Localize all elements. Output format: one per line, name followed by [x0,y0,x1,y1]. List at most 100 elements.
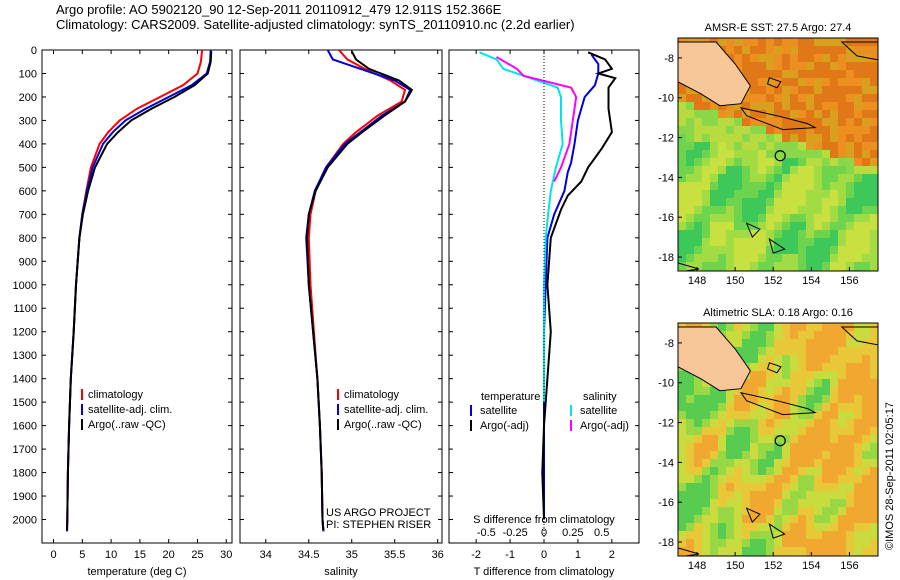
map-cell [734,451,743,460]
map-cell [822,467,831,476]
map-cell [798,419,807,428]
map-cell [766,222,775,231]
map-cell [694,403,703,412]
map-cell [766,62,775,71]
map-cell [814,118,823,127]
map-cell [678,475,687,484]
map-cell [838,347,847,356]
pi-annotation: PI: STEPHEN RISER [326,519,431,531]
map-cell [686,206,695,215]
map-cell [766,339,775,348]
map-cell [734,206,743,215]
map-cell [702,443,711,452]
map-cell [726,174,735,183]
map-cell [814,214,823,223]
map-cell [782,46,791,55]
map-cell [774,467,783,476]
map-cell [726,46,735,55]
map-cell [782,435,791,444]
map-cell [710,102,719,111]
map-cell [854,507,863,516]
map-cell [758,158,767,167]
map-cell [734,150,743,159]
map-cell [710,110,719,119]
series-line-t-argo-adj- [541,51,617,520]
map-cell [726,102,735,111]
legend-title-temperature: temperature [481,391,540,403]
map-cell [854,182,863,191]
map-cell [718,403,727,412]
map-cell [838,214,847,223]
map-cell [702,459,711,468]
map-cell [846,94,855,103]
map-cell [686,523,695,532]
map-cell [710,126,719,135]
map-cell [678,411,687,420]
map-cell [702,483,711,492]
map-cell [790,118,799,127]
map-cell [702,110,711,119]
map-cell [742,198,751,207]
map-cell [846,206,855,215]
map-cell [806,70,815,79]
map-cell [726,254,735,263]
map-cell [734,142,743,151]
map-cell [814,174,823,183]
map-cell [742,379,751,388]
map-cell [758,395,767,404]
map-cell [790,483,799,492]
map-cell [822,531,831,540]
map-y-tick-label: -12 [658,418,674,430]
map-cell [686,379,695,388]
map-cell [862,166,871,175]
map-cell [774,347,783,356]
map-cell [678,222,687,231]
map-cell [782,355,791,364]
map-frame [677,37,879,272]
map-cell [750,174,759,183]
map-cell [766,443,775,452]
map-cell [822,254,831,263]
map-cell [694,222,703,231]
map-cell [750,206,759,215]
map-x-tick-label: 156 [840,560,858,572]
map-cell [870,214,878,223]
map-cell [790,230,799,239]
map-cell [822,323,831,332]
map-cell [718,190,727,199]
map-cell [838,499,847,508]
map-cell [726,38,735,47]
map-x-tick-label: 150 [726,560,744,572]
map-cell [846,507,855,516]
map-cell [782,38,791,47]
map-cell [718,230,727,239]
map-cell [750,46,759,55]
map-cell [774,190,783,199]
map-cell [814,126,823,135]
map-cell [750,347,759,356]
map-cell [830,110,839,119]
map-cell [814,523,823,532]
map-cell [798,531,807,540]
map-cell [830,46,839,55]
map-cell [686,451,695,460]
map-cell [806,363,815,372]
map-cell [758,190,767,199]
map-cell [742,174,751,183]
map-cell [830,323,839,332]
map-cell [798,411,807,420]
map-cell [846,262,855,271]
map-cell [734,214,743,223]
map-cell [702,134,711,143]
map-cell [710,499,719,508]
map-cell [822,491,831,500]
x-tick-label: 25 [191,549,203,561]
map-cell [814,86,823,95]
map-cell [686,110,695,119]
map-cell [734,419,743,428]
y-tick-label: 500 [19,162,37,174]
map-cell [790,222,799,231]
map-cell [822,38,831,47]
map-cell [678,190,687,199]
map-cell [678,118,687,127]
